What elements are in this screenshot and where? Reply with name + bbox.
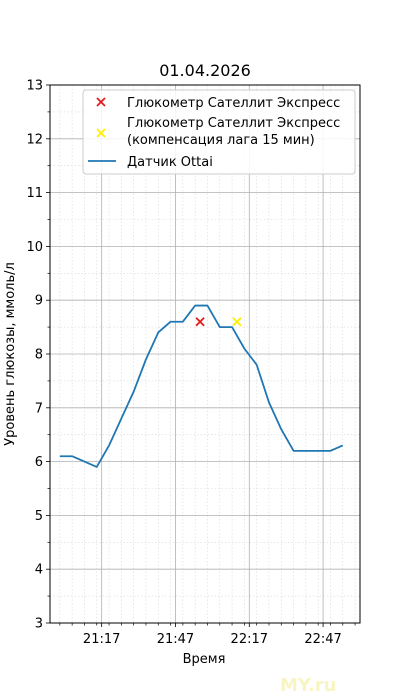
y-tick-label: 5 <box>35 509 43 524</box>
x-tick-label: 21:17 <box>83 632 120 647</box>
marker-stroke <box>96 128 106 138</box>
y-tick-label: 4 <box>35 563 43 578</box>
legend-marker-1 <box>96 128 106 138</box>
scatter-point-series-0 <box>195 317 205 327</box>
series-layer <box>59 304 344 468</box>
y-tick-label: 9 <box>35 294 43 309</box>
y-tick-label: 8 <box>35 348 43 363</box>
watermark: MY.ru <box>280 675 337 696</box>
y-tick-label: 10 <box>26 240 43 255</box>
legend-label-1: Глюкометр Сателлит Экспресс <box>127 116 340 131</box>
scatter-point-series-1 <box>232 317 242 327</box>
y-tick-label: 3 <box>35 617 43 632</box>
legend-label-2: Датчик Ottai <box>127 155 213 170</box>
y-axis-label: Уровень глюкозы, ммоль/л <box>3 262 18 446</box>
y-tick-label: 6 <box>35 455 43 470</box>
marker-stroke <box>96 97 106 107</box>
x-axis: 21:17 21:47 22:17 22:47 <box>59 623 356 647</box>
minor-grid <box>50 85 360 623</box>
y-axis: 3 4 5 6 7 8 9 10 11 12 13 <box>26 79 50 632</box>
x-tick-label: 21:47 <box>157 632 194 647</box>
watermark-text: MY.ru <box>280 675 337 696</box>
y-tick-label: 7 <box>35 401 43 416</box>
legend-marker-0 <box>96 97 106 107</box>
x-tick-label: 22:17 <box>231 632 268 647</box>
series-line-ottai <box>59 304 344 468</box>
marker-stroke <box>195 317 205 327</box>
legend-label-1: (компенсация лага 15 мин) <box>127 133 315 148</box>
legend-box <box>82 89 356 175</box>
y-tick-label: 11 <box>26 186 43 201</box>
x-tick-label: 22:47 <box>304 632 341 647</box>
x-axis-label: Время <box>183 652 226 667</box>
y-tick-label: 13 <box>26 79 43 94</box>
chart-title: 01.04.2026 <box>159 61 251 80</box>
marker-stroke <box>232 317 242 327</box>
legend-label-0: Глюкометр Сателлит Экспресс <box>127 96 340 111</box>
y-tick-label: 12 <box>26 132 43 147</box>
legend: Глюкометр Сателлит Экспресс Глюкометр Сат… <box>82 89 356 175</box>
